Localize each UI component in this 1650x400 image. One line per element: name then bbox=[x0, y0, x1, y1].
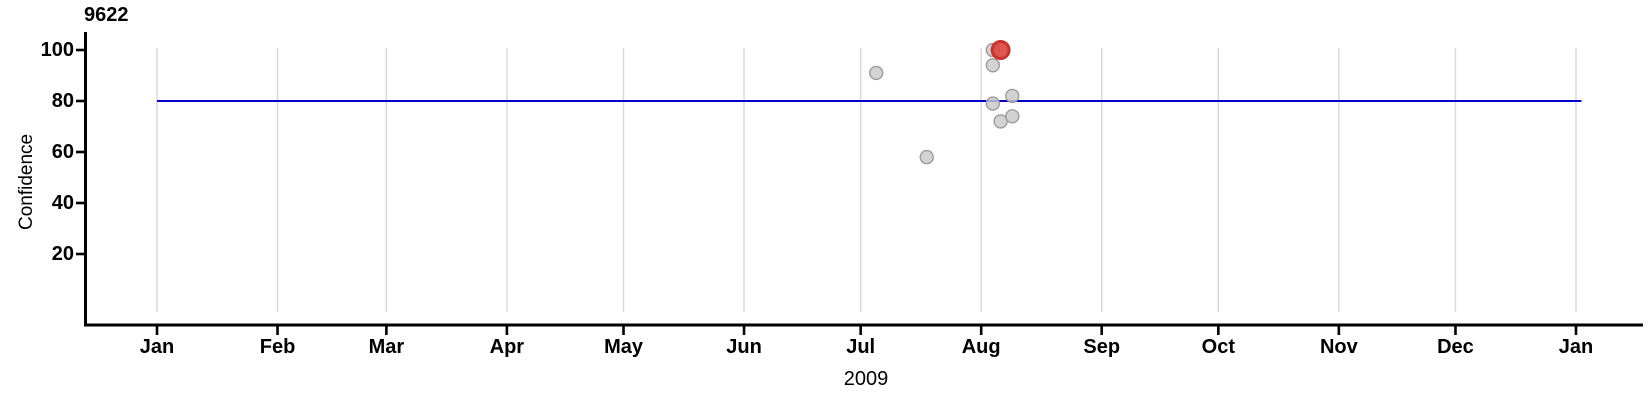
data-point[interactable] bbox=[1005, 88, 1020, 104]
chart-title: 9622 bbox=[84, 4, 129, 26]
x-tick-label-aug-7: Aug bbox=[961, 336, 1001, 358]
x-tick-label-feb-1: Feb bbox=[259, 336, 296, 358]
y-tick-label-100: 100 bbox=[40, 39, 74, 61]
y-tick-label-40: 40 bbox=[51, 192, 74, 214]
data-point[interactable] bbox=[1005, 109, 1020, 124]
x-tick-label-jan-0: Jan bbox=[139, 336, 175, 358]
x-tick-label-nov-10: Nov bbox=[1319, 336, 1358, 358]
y-tick-label-80: 80 bbox=[51, 90, 74, 112]
y-tick-label-60: 60 bbox=[51, 141, 74, 163]
x-tick-label-apr-3: Apr bbox=[489, 336, 525, 358]
x-tick-label-mar-2: Mar bbox=[368, 336, 405, 358]
x-tick-label-dec-11: Dec bbox=[1437, 336, 1474, 358]
x-tick-label-jul-6: Jul bbox=[846, 336, 876, 358]
x-tick-label-jan-12: Jan bbox=[1558, 336, 1594, 358]
data-point[interactable] bbox=[919, 149, 934, 165]
x-tick-label-oct-9: Oct bbox=[1201, 336, 1235, 358]
data-point[interactable] bbox=[985, 58, 1001, 73]
x-tick-label-sep-8: Sep bbox=[1083, 336, 1121, 358]
x-tick-label-may-4: May bbox=[604, 336, 643, 358]
y-tick-label-20: 20 bbox=[51, 243, 74, 265]
data-point[interactable] bbox=[869, 65, 884, 81]
x-axis-year-label: 2009 bbox=[843, 368, 889, 390]
data-point[interactable] bbox=[993, 114, 1008, 129]
data-point[interactable] bbox=[985, 96, 1001, 111]
highlighted-data-point[interactable] bbox=[990, 40, 1011, 60]
x-tick-label-jun-5: Jun bbox=[726, 336, 762, 358]
